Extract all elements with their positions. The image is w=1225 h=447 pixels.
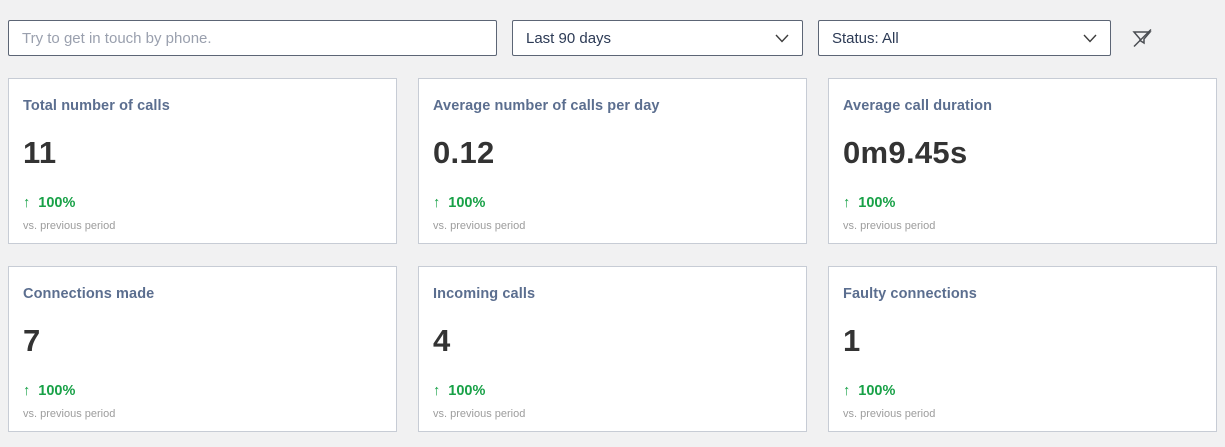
trend-percent: 100% [448,383,486,399]
stat-trend: ↑ 100% [843,383,1202,399]
trend-up-icon: ↑ [843,383,851,399]
date-range-dropdown[interactable]: Last 90 days [512,20,803,56]
stat-subtitle: vs. previous period [23,408,116,420]
stat-card-faulty-connections: Faulty connections 1 ↑ 100% vs. previous… [828,266,1217,432]
trend-up-icon: ↑ [433,195,441,211]
clear-filters-button[interactable] [1127,23,1157,53]
stat-card-incoming-calls: Incoming calls 4 ↑ 100% vs. previous per… [418,266,807,432]
stat-subtitle: vs. previous period [843,408,936,420]
stat-title: Faulty connections [843,286,977,302]
stat-title: Total number of calls [23,98,170,114]
stats-grid: Total number of calls 11 ↑ 100% vs. prev… [8,78,1217,432]
trend-percent: 100% [858,383,896,399]
stat-title: Incoming calls [433,286,536,302]
stat-subtitle: vs. previous period [23,220,116,232]
stat-trend: ↑ 100% [23,383,382,399]
trend-up-icon: ↑ [23,195,31,211]
trend-percent: 100% [38,195,76,211]
status-dropdown[interactable]: Status: All [818,20,1111,56]
stat-subtitle: vs. previous period [843,220,936,232]
stat-title: Connections made [23,286,155,302]
filter-bar: Last 90 days Status: All [8,20,1217,56]
date-range-value: Last 90 days [526,29,612,47]
trend-up-icon: ↑ [843,195,851,211]
stat-value: 0.12 [433,135,495,170]
stat-subtitle: vs. previous period [433,408,526,420]
search-input[interactable] [8,20,497,56]
stat-value: 0m9.45s [843,135,968,170]
stat-card-connections-made: Connections made 7 ↑ 100% vs. previous p… [8,266,397,432]
stat-value: 7 [23,323,41,358]
trend-up-icon: ↑ [433,383,441,399]
filter-off-icon [1132,28,1152,48]
chevron-down-icon [1083,34,1097,43]
trend-percent: 100% [448,195,486,211]
stat-subtitle: vs. previous period [433,220,526,232]
status-value: Status: All [832,29,899,47]
stat-value: 1 [843,323,861,358]
stat-card-avg-calls-per-day: Average number of calls per day 0.12 ↑ 1… [418,78,807,244]
stat-trend: ↑ 100% [23,195,382,211]
stat-title: Average call duration [843,98,993,114]
stat-card-total-calls: Total number of calls 11 ↑ 100% vs. prev… [8,78,397,244]
trend-up-icon: ↑ [23,383,31,399]
chevron-down-icon [775,34,789,43]
stat-card-avg-call-duration: Average call duration 0m9.45s ↑ 100% vs.… [828,78,1217,244]
stat-trend: ↑ 100% [433,195,792,211]
trend-percent: 100% [858,195,896,211]
stat-value: 4 [433,323,451,358]
stat-trend: ↑ 100% [433,383,792,399]
stat-title: Average number of calls per day [433,98,660,114]
stat-value: 11 [23,135,57,170]
stat-trend: ↑ 100% [843,195,1202,211]
trend-percent: 100% [38,383,76,399]
